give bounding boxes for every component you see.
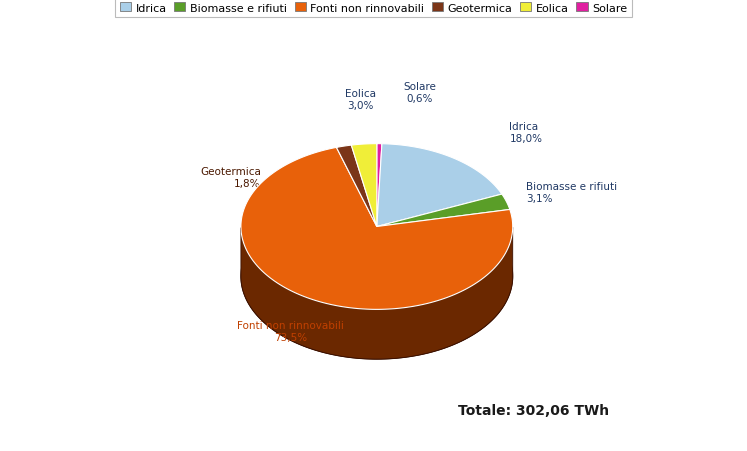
Text: Solare
0,6%: Solare 0,6%: [403, 82, 436, 104]
Legend: Idrica, Biomasse e rifiuti, Fonti non rinnovabili, Geotermica, Eolica, Solare: Idrica, Biomasse e rifiuti, Fonti non ri…: [115, 0, 632, 18]
Text: Geotermica
1,8%: Geotermica 1,8%: [200, 166, 261, 188]
Text: Biomasse e rifiuti
3,1%: Biomasse e rifiuti 3,1%: [526, 181, 617, 203]
Polygon shape: [241, 194, 512, 359]
Polygon shape: [336, 146, 376, 227]
Polygon shape: [351, 144, 376, 227]
Text: Totale: 302,06 TWh: Totale: 302,06 TWh: [458, 403, 609, 417]
Polygon shape: [376, 144, 502, 227]
Text: Eolica
3,0%: Eolica 3,0%: [345, 89, 376, 110]
Text: Idrica
18,0%: Idrica 18,0%: [509, 122, 542, 143]
Polygon shape: [241, 148, 512, 310]
Polygon shape: [241, 228, 512, 359]
Text: Fonti non rinnovabili
73,5%: Fonti non rinnovabili 73,5%: [238, 320, 344, 342]
Polygon shape: [376, 144, 382, 227]
Polygon shape: [376, 195, 509, 227]
